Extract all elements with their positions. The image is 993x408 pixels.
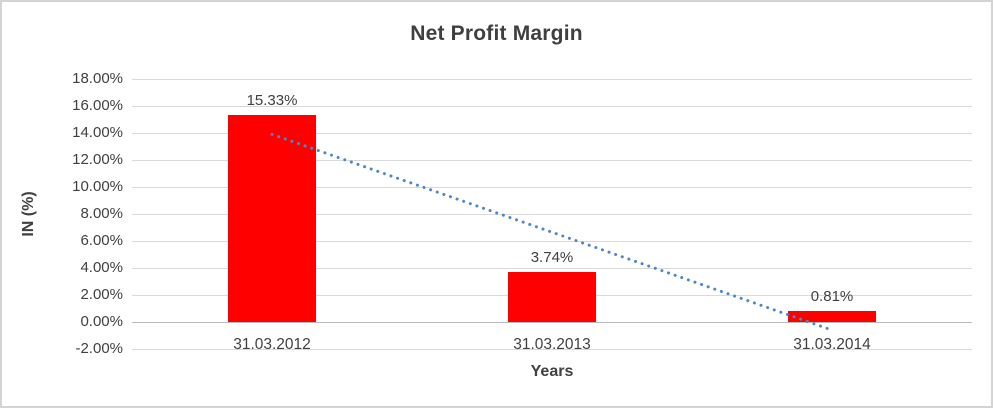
gridline [132, 79, 972, 80]
data-label: 3.74% [530, 248, 574, 266]
y-tick-label: 10.00% [72, 178, 123, 195]
y-tick-label: 12.00% [72, 151, 123, 168]
y-tick-label: 0.00% [80, 313, 123, 330]
category-label: 31.03.2013 [513, 336, 591, 353]
bar [228, 115, 316, 322]
gridline [132, 349, 972, 350]
data-label: 0.81% [810, 288, 854, 306]
y-tick-label: 2.00% [80, 286, 123, 303]
y-tick-label: 16.00% [72, 97, 123, 114]
y-tick-label: 14.00% [72, 124, 123, 141]
category-label: 31.03.2012 [233, 336, 311, 353]
gridline [132, 106, 972, 107]
y-tick-label: 6.00% [80, 232, 123, 249]
data-label: 15.33% [246, 92, 298, 110]
y-tick-label: 4.00% [80, 259, 123, 276]
bar [788, 311, 876, 322]
y-tick-label: -2.00% [75, 340, 123, 357]
chart-title: Net Profit Margin [410, 22, 583, 45]
category-label: 31.03.2014 [793, 336, 871, 353]
y-tick-label: 8.00% [80, 205, 123, 222]
bar [508, 271, 596, 322]
x-axis-title: Years [530, 363, 574, 380]
y-tick-label: 18.00% [72, 70, 123, 87]
zero-axis-line [132, 322, 972, 323]
